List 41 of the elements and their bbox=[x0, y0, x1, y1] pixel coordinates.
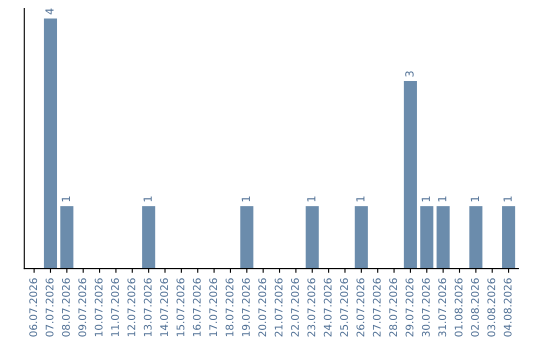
data-label: 1 bbox=[144, 196, 152, 202]
x-tick-label: 19.07.2026 bbox=[242, 278, 250, 336]
data-label: 1 bbox=[242, 196, 250, 202]
x-tick-label: 04.08.2026 bbox=[504, 278, 512, 337]
data-label: 4 bbox=[45, 8, 54, 14]
x-tick-label: 13.07.2026 bbox=[144, 278, 152, 336]
x-tick-label: 22.07.2026 bbox=[291, 278, 299, 337]
x-tick-label: 24.07.2026 bbox=[324, 278, 332, 337]
data-label: 1 bbox=[307, 196, 316, 202]
x-tick-label: 16.07.2026 bbox=[192, 278, 201, 336]
x-tick-label: 08.07.2026 bbox=[62, 278, 70, 337]
x-tick-label: 14.07.2026 bbox=[160, 278, 168, 336]
data-label: 1 bbox=[504, 196, 512, 202]
x-tick-label: 15.07.2026 bbox=[176, 278, 184, 336]
x-tick-label: 12.07.2026 bbox=[127, 278, 136, 336]
x-tick-label: 18.07.2026 bbox=[226, 278, 234, 336]
x-tick-label: 27.07.2026 bbox=[372, 278, 381, 337]
x-tick-label: 28.07.2026 bbox=[389, 278, 398, 337]
x-tick-label: 01.08.2026 bbox=[454, 278, 463, 337]
x-tick-label: 06.07.2026 bbox=[29, 278, 38, 337]
x-tick-label: 30.07.2026 bbox=[422, 278, 430, 336]
data-label: 3 bbox=[405, 71, 414, 77]
x-tick-label: 31.07.2026 bbox=[438, 278, 446, 336]
x-tick-label: 09.07.2026 bbox=[78, 278, 86, 337]
x-tick-label: 25.07.2026 bbox=[340, 278, 348, 337]
x-tick-label: 23.07.2026 bbox=[307, 278, 316, 337]
x-tick-label: 17.07.2026 bbox=[209, 278, 218, 336]
data-label: 1 bbox=[62, 196, 70, 202]
data-label: 1 bbox=[470, 196, 479, 202]
data-label: 1 bbox=[422, 196, 430, 202]
x-tick-label: 29.07.2026 bbox=[406, 278, 414, 337]
x-tick-label: 21.07.2026 bbox=[274, 278, 283, 337]
x-tick-label: 26.07.2026 bbox=[356, 278, 364, 337]
x-tick-label: 03.08.2026 bbox=[487, 278, 496, 337]
data-label: 1 bbox=[356, 196, 364, 202]
x-tick-label: 02.08.2026 bbox=[471, 278, 479, 337]
x-tick-label: 20.07.2026 bbox=[258, 278, 266, 337]
x-tick-label: 07.07.2026 bbox=[46, 278, 54, 337]
data-label: 1 bbox=[438, 196, 446, 202]
x-tick-label: 10.07.2026 bbox=[94, 278, 103, 336]
x-tick-label: 11.07.2026 bbox=[111, 278, 119, 336]
